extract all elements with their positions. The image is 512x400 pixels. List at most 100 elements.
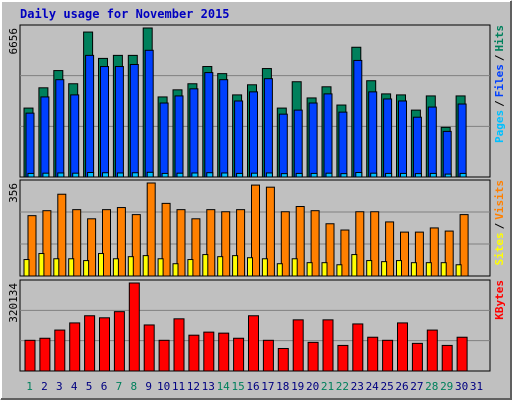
bar: [68, 258, 75, 277]
bar: [352, 323, 364, 372]
bar: [400, 231, 409, 277]
bar: [340, 173, 348, 178]
bar: [70, 94, 80, 178]
legend: Sites / Visits: [493, 180, 506, 266]
bar: [217, 256, 224, 277]
bar: [425, 262, 432, 277]
legend-separator: /: [493, 100, 506, 107]
x-tick-label: 17: [261, 380, 274, 393]
bar: [53, 258, 60, 277]
x-tick-label: 20: [306, 380, 319, 393]
x-tick-label: 25: [380, 380, 393, 393]
bar: [236, 209, 246, 277]
bar: [397, 322, 408, 372]
x-tick-label: 16: [246, 380, 259, 393]
bar: [161, 172, 169, 178]
bar: [277, 347, 289, 372]
bar: [87, 172, 95, 178]
bar: [176, 172, 184, 178]
legend-entry: Files: [493, 64, 506, 97]
bar: [323, 93, 333, 178]
bar: [351, 254, 358, 277]
x-tick-label: 7: [116, 380, 123, 393]
bar: [441, 344, 453, 372]
bar: [325, 172, 333, 178]
bar: [83, 260, 90, 277]
bar: [247, 257, 253, 277]
bar: [114, 66, 124, 178]
bar: [116, 172, 124, 178]
bar: [112, 258, 119, 277]
bar: [57, 193, 67, 277]
bar: [202, 254, 209, 277]
bar: [221, 211, 231, 277]
bar: [429, 172, 437, 178]
x-tick-label: 21: [321, 380, 334, 393]
bar: [291, 258, 298, 277]
y-tick-label: 320134: [7, 283, 20, 323]
bar: [27, 215, 37, 277]
bar: [370, 172, 378, 178]
bar: [142, 255, 149, 277]
bar: [172, 263, 179, 277]
bar: [158, 339, 170, 372]
bar: [310, 172, 318, 178]
bar: [129, 63, 139, 178]
bar: [55, 79, 65, 178]
bar: [131, 214, 141, 277]
bar: [455, 264, 462, 277]
bar: [204, 72, 214, 178]
bar: [102, 209, 111, 277]
bar: [280, 173, 288, 178]
bar: [278, 113, 288, 178]
bar: [100, 66, 109, 178]
bar: [280, 211, 290, 277]
bar: [206, 209, 216, 277]
bar: [368, 91, 378, 178]
x-tick-label: 22: [336, 380, 349, 393]
bar: [322, 319, 334, 372]
x-tick-label: 6: [101, 380, 108, 393]
bar: [173, 318, 185, 372]
bar: [38, 253, 45, 277]
x-tick-label: 5: [86, 380, 93, 393]
bar: [203, 331, 215, 372]
bar: [84, 315, 96, 372]
x-tick-label: 14: [217, 380, 231, 393]
legend-separator: /: [493, 54, 506, 61]
bar: [457, 103, 467, 178]
bar: [54, 329, 66, 372]
bar: [396, 260, 402, 277]
bar: [206, 172, 214, 178]
bar: [338, 111, 348, 178]
bar: [232, 255, 239, 277]
bar: [353, 59, 363, 178]
bar: [295, 172, 303, 178]
bar: [144, 49, 154, 178]
bar: [236, 172, 244, 178]
bar: [157, 258, 164, 277]
bar: [99, 317, 110, 372]
bar: [234, 100, 244, 178]
x-tick-label: 29: [440, 380, 453, 393]
bar: [414, 231, 424, 277]
x-tick-label: 8: [130, 380, 137, 393]
bar: [306, 262, 313, 277]
bar: [321, 262, 328, 277]
x-tick-label: 15: [231, 380, 244, 393]
bar: [412, 116, 422, 178]
bar: [385, 172, 393, 178]
y-tick-label: 6656: [7, 28, 20, 55]
bar: [308, 102, 318, 178]
x-tick-label: 4: [71, 380, 78, 393]
bar: [292, 319, 304, 372]
bar: [456, 336, 468, 372]
x-tick-label: 3: [56, 380, 63, 393]
bar: [366, 260, 373, 277]
bar: [40, 96, 50, 178]
legend-entry: Visits: [493, 180, 506, 220]
bar: [442, 130, 452, 178]
